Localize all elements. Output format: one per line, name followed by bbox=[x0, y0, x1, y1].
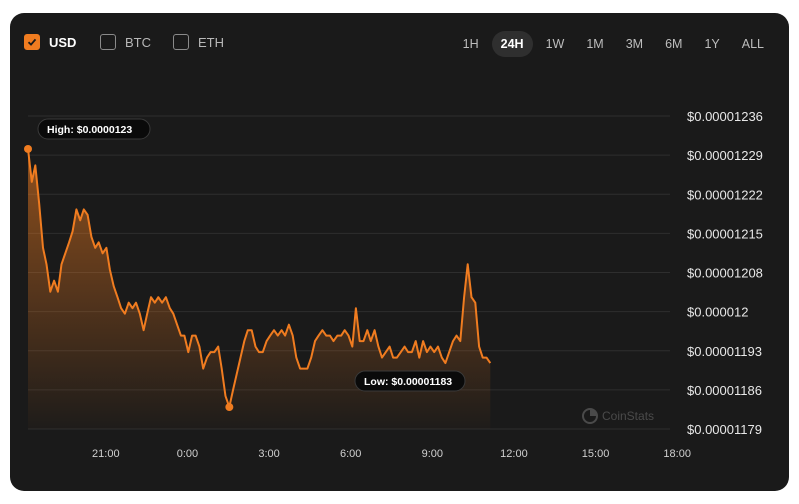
y-tick-label: $0.00001229 bbox=[687, 148, 763, 163]
x-tick-label: 18:00 bbox=[663, 448, 691, 460]
watermark-logo-wedge bbox=[590, 409, 597, 416]
y-tick-label: $0.00001179 bbox=[687, 422, 762, 437]
x-axis-ticks: 21:00 0:00 3:00 6:00 9:00 12:00 15:00 18:00 bbox=[92, 448, 691, 460]
y-tick-label: $0.00001215 bbox=[687, 226, 763, 241]
currency-label-btc: BTC bbox=[125, 34, 151, 50]
y-tick-label: $0.00001186 bbox=[687, 383, 762, 398]
x-tick-label: 21:00 bbox=[92, 448, 120, 460]
range-6m-button[interactable]: 6M bbox=[665, 37, 683, 51]
y-tick-label: $0.00001208 bbox=[687, 266, 763, 281]
low-tooltip bbox=[354, 370, 466, 392]
price-line bbox=[27, 148, 492, 408]
low-point bbox=[225, 403, 234, 412]
y-tick-label: $0.00001222 bbox=[687, 187, 763, 202]
y-tick-label: $0.00001193 bbox=[687, 344, 762, 359]
currency-btc-toggle[interactable]: BTC bbox=[100, 34, 151, 50]
price-chart: $0.00001236 $0.00001229 $0.00001222 $0.0000… bbox=[24, 109, 763, 460]
x-tick-label: 0:00 bbox=[177, 448, 198, 460]
checkmark-icon bbox=[27, 38, 37, 46]
currency-eth-toggle[interactable]: ETH bbox=[173, 34, 224, 50]
high-label: High: $0.0000123 bbox=[47, 124, 132, 136]
currency-label-eth: ETH bbox=[198, 34, 224, 50]
x-tick-label: 3:00 bbox=[258, 448, 279, 460]
range-24h-button[interactable]: 24H bbox=[491, 31, 533, 57]
range-3m-button[interactable]: 3M bbox=[625, 37, 644, 51]
range-all-button[interactable]: ALL bbox=[741, 37, 764, 51]
low-marker: Low: $0.00001183 bbox=[225, 370, 466, 412]
x-tick-label: 6:00 bbox=[340, 448, 361, 460]
high-tooltip bbox=[37, 118, 151, 140]
low-label: Low: $0.00001183 bbox=[364, 376, 452, 388]
range-1m-button[interactable]: 1M bbox=[586, 37, 604, 51]
x-tick-label: 15:00 bbox=[582, 448, 610, 460]
range-1y-button[interactable]: 1Y bbox=[704, 37, 720, 51]
x-tick-label: 9:00 bbox=[422, 448, 443, 460]
watermark: CoinStats bbox=[582, 408, 654, 424]
checkbox-btc[interactable] bbox=[100, 34, 116, 50]
range-1h-button[interactable]: 1H bbox=[462, 37, 479, 51]
y-axis-ticks: $0.00001236 $0.00001229 $0.00001222 $0.0000… bbox=[687, 109, 763, 437]
x-tick-label: 12:00 bbox=[500, 448, 528, 460]
price-area bbox=[28, 148, 491, 429]
high-point bbox=[24, 144, 32, 153]
time-range-selector: 1H 24H 1W 1M 3M 6M 1Y ALL bbox=[454, 31, 773, 57]
checkbox-usd[interactable] bbox=[24, 34, 40, 50]
chart-toolbar: USD BTC ETH 1H 24H 1W 1M 3M 6M 1Y ALL bbox=[10, 13, 789, 73]
y-tick-label: $0.000012 bbox=[687, 305, 748, 320]
currency-usd-toggle[interactable]: USD bbox=[24, 34, 76, 50]
high-marker: High: $0.0000123 bbox=[24, 118, 151, 153]
y-tick-label: $0.00001236 bbox=[687, 109, 763, 124]
price-chart-card: USD BTC ETH 1H 24H 1W 1M 3M 6M 1Y ALL bbox=[10, 13, 789, 491]
currency-label-usd: USD bbox=[49, 34, 77, 50]
checkbox-eth[interactable] bbox=[173, 34, 189, 50]
watermark-text: CoinStats bbox=[602, 409, 654, 423]
range-1w-button[interactable]: 1W bbox=[545, 37, 565, 51]
